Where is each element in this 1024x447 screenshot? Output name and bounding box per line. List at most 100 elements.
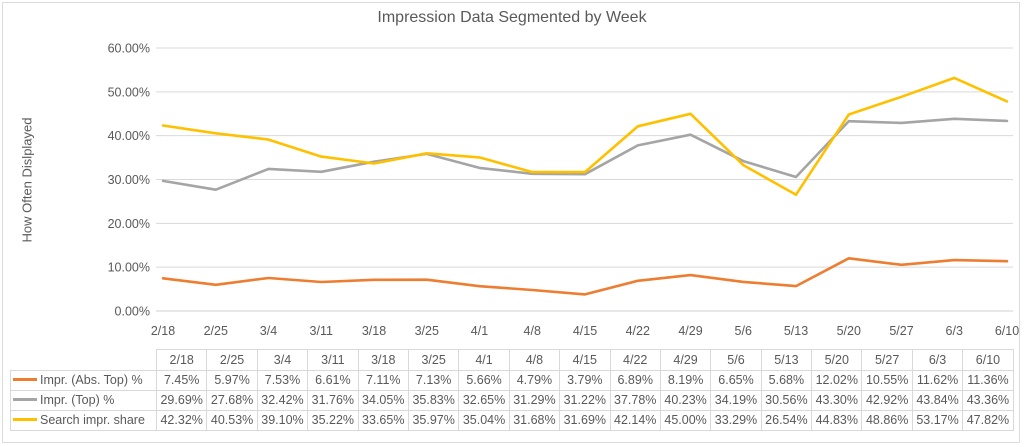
x-tick-label: 4/29	[678, 324, 702, 338]
value-cell: 34.19%	[710, 390, 762, 411]
value-cell: 42.32%	[155, 410, 208, 431]
value-cell: 53.17%	[911, 410, 964, 431]
x-tick-label: 5/20	[837, 324, 861, 338]
y-tick-label: 40.00%	[108, 129, 150, 143]
x-tick-label: 2/18	[151, 324, 175, 338]
y-tick-label: 0.00%	[115, 305, 150, 319]
x-tick-label: 2/25	[204, 324, 228, 338]
date-header-cell: 4/22	[609, 349, 661, 371]
value-cell: 43.84%	[911, 390, 964, 411]
series-label-cell: Impr. (Top) %	[10, 390, 157, 411]
value-cell: 40.23%	[659, 390, 712, 411]
date-header-cell: 3/4	[256, 349, 309, 371]
value-cell: 48.86%	[861, 410, 913, 431]
x-tick-label: 5/27	[889, 324, 913, 338]
date-header-cell: 2/18	[155, 349, 208, 371]
value-cell: 12.02%	[811, 370, 863, 391]
value-cell: 42.14%	[609, 410, 661, 431]
date-header-cell: 6/3	[911, 349, 964, 371]
value-cell: 35.04%	[458, 410, 510, 431]
value-cell: 11.62%	[911, 370, 964, 391]
date-header-cell: 5/13	[760, 349, 813, 371]
value-cell: 4.79%	[508, 370, 561, 391]
value-cell: 35.83%	[407, 390, 460, 411]
y-tick-label: 10.00%	[108, 261, 150, 275]
x-tick-label: 3/4	[260, 324, 277, 338]
value-cell: 7.11%	[357, 370, 409, 391]
y-tick-label: 50.00%	[108, 85, 150, 99]
x-tick-label: 6/10	[995, 324, 1019, 338]
value-cell: 7.13%	[407, 370, 460, 391]
value-cell: 33.65%	[357, 410, 409, 431]
x-tick-label: 4/15	[573, 324, 597, 338]
y-tick-label: 20.00%	[108, 217, 150, 231]
value-cell: 30.56%	[760, 390, 813, 411]
value-cell: 31.69%	[559, 410, 611, 431]
table-row: Impr. (Abs. Top) % 7.45% 5.97% 7.53% 6.61% 7.…	[10, 370, 1014, 391]
date-header-cell: 4/15	[559, 349, 611, 371]
x-tick-label: 5/6	[735, 324, 752, 338]
value-cell: 8.19%	[659, 370, 712, 391]
date-header-cell: 2/25	[206, 349, 258, 371]
series-line-1	[161, 256, 1009, 296]
table-header-row: 2/18 2/25 3/4 3/11 3/18 3/25 4/1 4/8 4/15 4/22 4/2…	[11, 349, 1014, 371]
plot-area: 0.00% 10.00% 20.00% 30.00% 40.00% 50.00% 60.00…	[108, 42, 1020, 339]
date-header-cell: 4/29	[659, 349, 712, 371]
value-cell: 32.42%	[256, 390, 309, 411]
series-line-2	[161, 117, 1009, 191]
value-cell: 31.29%	[508, 390, 561, 411]
date-header-cell: 4/1	[458, 349, 510, 371]
date-header-cell: 4/8	[508, 349, 561, 371]
series-label-cell: Search impr. share	[10, 410, 157, 431]
y-tick-label: 60.00%	[108, 42, 150, 56]
value-cell: 39.10%	[256, 410, 309, 431]
series-line-3	[161, 76, 1009, 196]
value-cell: 33.29%	[710, 410, 762, 431]
data-table: 2/18 2/25 3/4 3/11 3/18 3/25 4/1 4/8 4/15 4/22 4/2…	[10, 349, 1014, 431]
series-name: Impr. (Abs. Top) %	[40, 373, 143, 387]
value-cell: 35.97%	[407, 410, 460, 431]
table-row: Impr. (Top) % 29.69% 27.68% 32.42% 31.76% 34.…	[10, 390, 1014, 411]
y-tick-label: 30.00%	[108, 173, 150, 187]
x-tick-label: 3/25	[415, 324, 439, 338]
value-cell: 5.68%	[760, 370, 813, 391]
x-tick-label: 4/8	[524, 324, 541, 338]
value-cell: 7.53%	[256, 370, 309, 391]
value-cell: 44.83%	[811, 410, 863, 431]
legend-key-icon	[13, 418, 37, 422]
date-header-cell: 5/6	[710, 349, 762, 371]
x-tick-label: 6/3	[946, 324, 963, 338]
x-tick-label: 4/22	[626, 324, 650, 338]
value-cell: 26.54%	[760, 410, 813, 431]
x-tick-label: 5/13	[784, 324, 808, 338]
value-cell: 35.22%	[307, 410, 359, 431]
legend-key-icon	[13, 378, 37, 382]
value-cell: 32.65%	[458, 390, 510, 411]
value-cell: 5.97%	[206, 370, 258, 391]
value-cell: 37.78%	[609, 390, 661, 411]
value-cell: 43.30%	[811, 390, 863, 411]
value-cell: 43.36%	[962, 390, 1014, 411]
value-cell: 11.36%	[962, 370, 1014, 391]
value-cell: 31.76%	[307, 390, 359, 411]
value-cell: 42.92%	[861, 390, 913, 411]
legend-key-icon	[13, 398, 37, 402]
value-cell: 27.68%	[206, 390, 258, 411]
date-header-cell: 3/18	[357, 349, 409, 371]
x-tick-label: 3/11	[310, 324, 333, 338]
chart-title: Impression Data Segmented by Week	[377, 9, 647, 26]
value-cell: 6.61%	[307, 370, 359, 391]
value-cell: 10.55%	[861, 370, 913, 391]
value-cell: 40.53%	[206, 410, 258, 431]
date-header-cell: 5/27	[861, 349, 913, 371]
series-label-cell: Impr. (Abs. Top) %	[10, 370, 157, 391]
value-cell: 6.89%	[609, 370, 661, 391]
value-cell: 7.45%	[155, 370, 208, 391]
value-cell: 3.79%	[559, 370, 611, 391]
value-cell: 31.68%	[508, 410, 561, 431]
date-header-cell: 5/20	[811, 349, 863, 371]
value-cell: 31.22%	[559, 390, 611, 411]
date-header-cell: 6/10	[962, 349, 1014, 371]
value-cell: 47.82%	[962, 410, 1014, 431]
